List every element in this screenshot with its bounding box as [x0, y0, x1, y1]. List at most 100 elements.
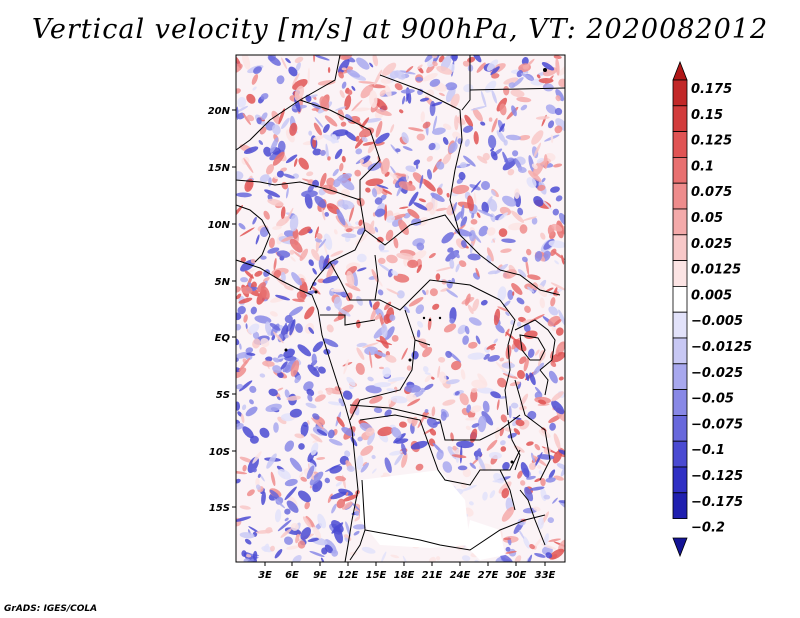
velocity-cell [424, 55, 438, 63]
velocity-cell [236, 192, 252, 198]
velocity-cell [371, 188, 378, 198]
velocity-cell [482, 491, 488, 501]
velocity-cell [364, 346, 378, 356]
velocity-cell [470, 219, 478, 225]
velocity-cell [356, 253, 367, 263]
velocity-cell [277, 468, 291, 480]
velocity-cell [305, 402, 317, 409]
velocity-cell [488, 451, 502, 460]
velocity-cell [280, 167, 288, 172]
velocity-cell [552, 450, 563, 464]
velocity-cell [312, 341, 324, 353]
velocity-cell [524, 305, 531, 313]
velocity-cell [236, 423, 244, 430]
velocity-cell [461, 240, 467, 248]
velocity-cell [277, 387, 284, 391]
velocity-cell [405, 66, 414, 73]
velocity-cell [555, 327, 564, 336]
velocity-cell [249, 385, 257, 393]
velocity-cell [276, 250, 291, 258]
velocity-cell [325, 143, 329, 160]
velocity-cell [398, 181, 416, 191]
lat-label: 5S [216, 390, 230, 401]
velocity-cell [512, 417, 522, 420]
velocity-cell [292, 73, 300, 86]
velocity-cell [251, 73, 259, 85]
velocity-cell [473, 131, 479, 145]
lat-label: 15N [208, 163, 231, 174]
colorbar-level-label: 0.0125 [691, 263, 741, 278]
velocity-cell [528, 462, 536, 470]
velocity-cell [361, 117, 370, 128]
velocity-cell [480, 299, 488, 306]
velocity-cell [373, 69, 383, 86]
velocity-cell [445, 86, 456, 103]
velocity-cell [451, 277, 456, 284]
velocity-cell [558, 449, 565, 455]
velocity-cell [374, 351, 389, 358]
velocity-cell [293, 158, 298, 167]
velocity-cell [296, 291, 306, 301]
velocity-cell [306, 171, 314, 177]
velocity-cell [450, 93, 460, 109]
velocity-cell [408, 127, 424, 132]
velocity-cell [374, 197, 383, 205]
velocity-cell [276, 170, 284, 178]
velocity-cell [550, 282, 565, 291]
velocity-cell [534, 552, 546, 558]
velocity-cell [327, 401, 342, 406]
velocity-cell [475, 267, 480, 278]
velocity-cell [454, 211, 463, 222]
colorbar-bottom-arrow [672, 537, 688, 558]
velocity-cell [490, 147, 495, 152]
velocity-cell [529, 544, 535, 550]
colorbar-level-label: −0.05 [691, 392, 734, 407]
velocity-cell [386, 254, 398, 264]
longitude-axis: 3E 6E 9E 12E 15E 18E 21E 24E 27E 30E 33E [258, 562, 556, 581]
velocity-cell [284, 508, 291, 515]
velocity-cell [308, 130, 313, 136]
velocity-cell [394, 83, 403, 91]
colorbar-level-label: −0.175 [691, 495, 743, 510]
velocity-cell [522, 319, 534, 324]
velocity-cell [511, 150, 519, 157]
velocity-cell [236, 205, 244, 219]
velocity-cell [269, 149, 285, 161]
velocity-cell [263, 146, 272, 157]
velocity-cell [381, 551, 387, 562]
colorbar-level-label: 0.005 [691, 288, 732, 303]
velocity-cell [250, 306, 257, 315]
velocity-cell [261, 112, 268, 121]
velocity-cell [269, 489, 280, 499]
velocity-cell [260, 286, 270, 300]
velocity-cell [429, 197, 438, 215]
velocity-cell [551, 326, 557, 332]
velocity-cell [460, 216, 468, 228]
velocity-cell [417, 321, 424, 328]
velocity-cell [264, 356, 273, 362]
velocity-cell [275, 497, 284, 505]
velocity-cell [511, 105, 517, 117]
velocity-cell [459, 393, 469, 406]
velocity-cell [346, 89, 353, 95]
velocity-cell [500, 554, 514, 562]
velocity-cell [243, 158, 254, 173]
velocity-cell [490, 391, 502, 399]
velocity-cell [265, 321, 272, 335]
velocity-cell [404, 384, 421, 393]
velocity-cell [295, 533, 300, 544]
velocity-cell [316, 457, 326, 460]
velocity-cell [346, 376, 356, 387]
velocity-cell [278, 108, 285, 125]
velocity-cell [499, 357, 505, 362]
colorbar-box [672, 440, 688, 468]
velocity-cell [525, 259, 530, 276]
velocity-cell [327, 429, 335, 439]
velocity-cell [236, 293, 242, 300]
velocity-cell [416, 264, 422, 274]
velocity-cell [464, 138, 470, 147]
velocity-cell [442, 137, 449, 145]
velocity-cell [415, 76, 424, 82]
velocity-cell [365, 427, 375, 437]
velocity-cell [280, 206, 286, 219]
